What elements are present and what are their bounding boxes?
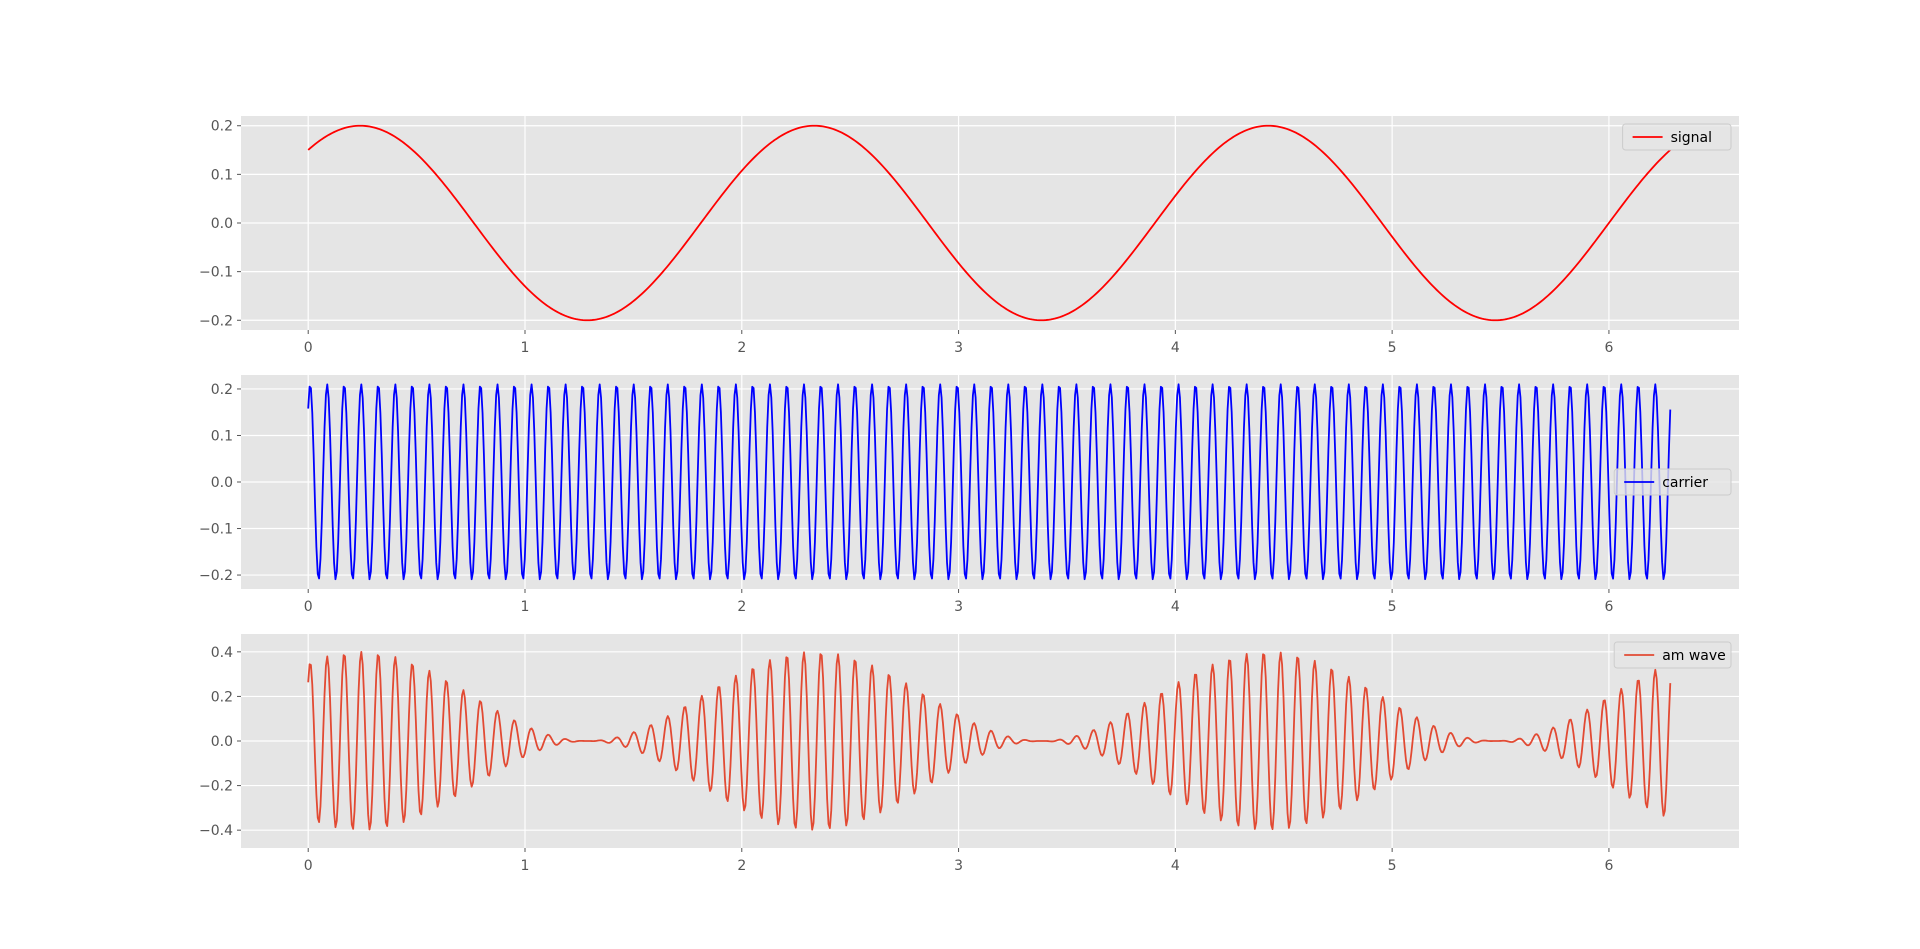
y-tick-label: −0.1 (199, 522, 233, 538)
x-tick-label: 6 (1604, 858, 1613, 874)
y-tick-label: −0.2 (199, 313, 233, 329)
series-line-carrier (307, 383, 1672, 581)
x-tick-label: 3 (954, 599, 963, 615)
y-tick-label: −0.2 (199, 568, 233, 584)
y-tick-label: −0.4 (199, 823, 233, 839)
y-tick-label: 0.2 (211, 689, 233, 705)
x-tick-label: 2 (737, 599, 746, 615)
x-tick-label: 1 (521, 340, 530, 356)
x-tick-label: 1 (521, 599, 530, 615)
x-tick-label: 0 (304, 340, 313, 356)
series-line-signal (307, 124, 1671, 322)
legend-label: carrier (1662, 475, 1708, 491)
legend-box (1622, 123, 1732, 151)
subplot-1: 0 1 2 3 4 5 6 0.2 0.1 0.0 −0.1 −0.2 signal (199, 116, 1739, 356)
legend-box (1613, 468, 1732, 496)
y-tick-label: 0.1 (211, 167, 233, 183)
y-tick-label: 0.4 (211, 645, 233, 661)
x-tick-label: 1 (521, 858, 530, 874)
legend-box (1613, 641, 1732, 669)
x-tick-label: 5 (1388, 599, 1397, 615)
x-tick-label: 4 (1171, 599, 1180, 615)
x-tick-label: 6 (1604, 340, 1613, 356)
y-tick-label: −0.1 (199, 265, 233, 281)
x-tick-label: 2 (737, 858, 746, 874)
x-tick-label: 4 (1171, 340, 1180, 356)
legend: am wave (1613, 641, 1732, 669)
legend-label: am wave (1662, 648, 1726, 664)
x-tick-label: 0 (304, 599, 313, 615)
y-tick-label: 0.1 (211, 428, 233, 444)
y-tick-label: −0.2 (199, 779, 233, 795)
y-tick-label: 0.0 (211, 216, 233, 232)
legend: carrier (1613, 468, 1732, 496)
legend-label: signal (1671, 130, 1712, 146)
subplot-2: 0 1 2 3 4 5 6 0.2 0.1 0.0 −0.1 −0.2 carrier (199, 375, 1739, 615)
series-line-am-wave (307, 650, 1672, 831)
x-tick-label: 5 (1388, 858, 1397, 874)
x-tick-label: 6 (1604, 599, 1613, 615)
x-tick-label: 2 (737, 340, 746, 356)
x-tick-label: 5 (1388, 340, 1397, 356)
x-tick-label: 0 (304, 858, 313, 874)
y-tick-label: 0.0 (211, 475, 233, 491)
y-tick-label: 0.2 (211, 119, 233, 135)
y-tick-label: 0.2 (211, 382, 233, 398)
legend: signal (1622, 123, 1732, 151)
x-tick-label: 4 (1171, 858, 1180, 874)
y-tick-label: 0.0 (211, 734, 233, 750)
x-tick-label: 3 (954, 340, 963, 356)
x-tick-label: 3 (954, 858, 963, 874)
subplot-3: 0 1 2 3 4 5 6 0.4 0.2 0.0 −0.2 −0.4 am wave (199, 634, 1739, 874)
